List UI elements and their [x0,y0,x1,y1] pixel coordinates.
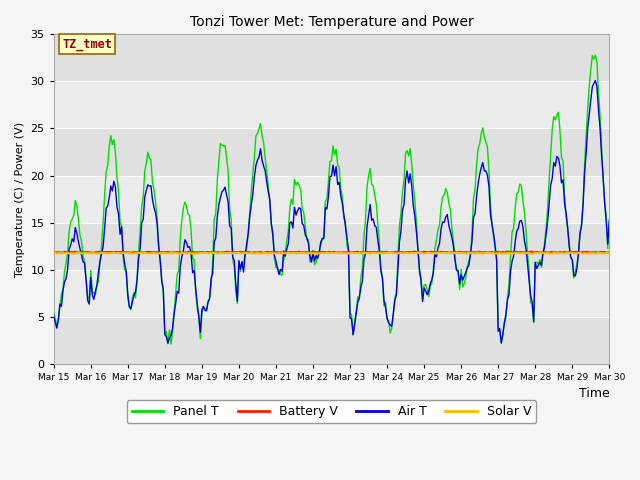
X-axis label: Time: Time [579,387,609,400]
Bar [54,223,609,270]
Title: Tonzi Tower Met: Temperature and Power: Tonzi Tower Met: Temperature and Power [189,15,474,29]
Bar [54,35,609,82]
Bar [54,270,609,317]
Bar [54,129,609,176]
Bar [54,317,609,364]
Legend: Panel T, Battery V, Air T, Solar V: Panel T, Battery V, Air T, Solar V [127,400,536,423]
Bar [54,82,609,129]
Text: TZ_tmet: TZ_tmet [62,38,112,51]
Bar [54,176,609,223]
Y-axis label: Temperature (C) / Power (V): Temperature (C) / Power (V) [15,121,25,276]
